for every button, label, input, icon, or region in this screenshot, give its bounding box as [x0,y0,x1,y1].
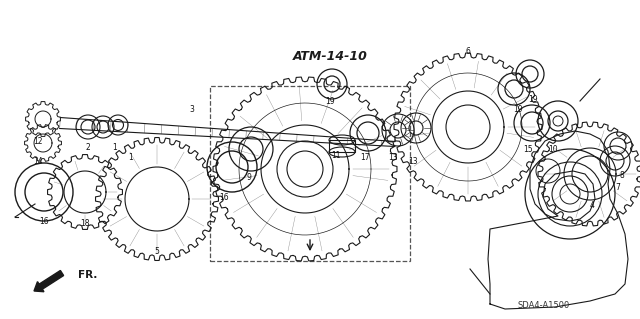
Text: 7: 7 [616,183,620,192]
Text: 1: 1 [113,143,117,152]
Text: 5: 5 [155,248,159,256]
Text: 18: 18 [80,219,90,228]
Text: 13: 13 [408,157,418,166]
Text: 19: 19 [325,97,335,106]
Text: 19: 19 [513,105,523,114]
Text: 6: 6 [465,48,470,56]
FancyArrow shape [34,271,63,292]
Text: 3: 3 [189,105,195,114]
Text: 11: 11 [332,152,340,160]
Text: SDA4-A1500: SDA4-A1500 [518,301,570,310]
Text: 13: 13 [388,152,398,161]
Text: 12: 12 [33,137,43,145]
Text: 15: 15 [523,145,533,154]
Text: 16: 16 [39,217,49,226]
Text: 19: 19 [528,94,538,103]
Text: 1: 1 [129,152,133,161]
Text: ATM-14-10: ATM-14-10 [292,50,367,63]
Text: 2: 2 [86,143,90,152]
Text: 9: 9 [246,174,252,182]
Text: 8: 8 [620,172,625,181]
Text: 17: 17 [360,152,370,161]
Text: 10: 10 [548,145,558,153]
Text: 16: 16 [219,194,229,203]
Text: FR.: FR. [78,270,97,280]
Bar [329,140,355,152]
Text: 14: 14 [33,157,43,166]
Text: 4: 4 [589,201,595,210]
Bar [210,86,410,261]
